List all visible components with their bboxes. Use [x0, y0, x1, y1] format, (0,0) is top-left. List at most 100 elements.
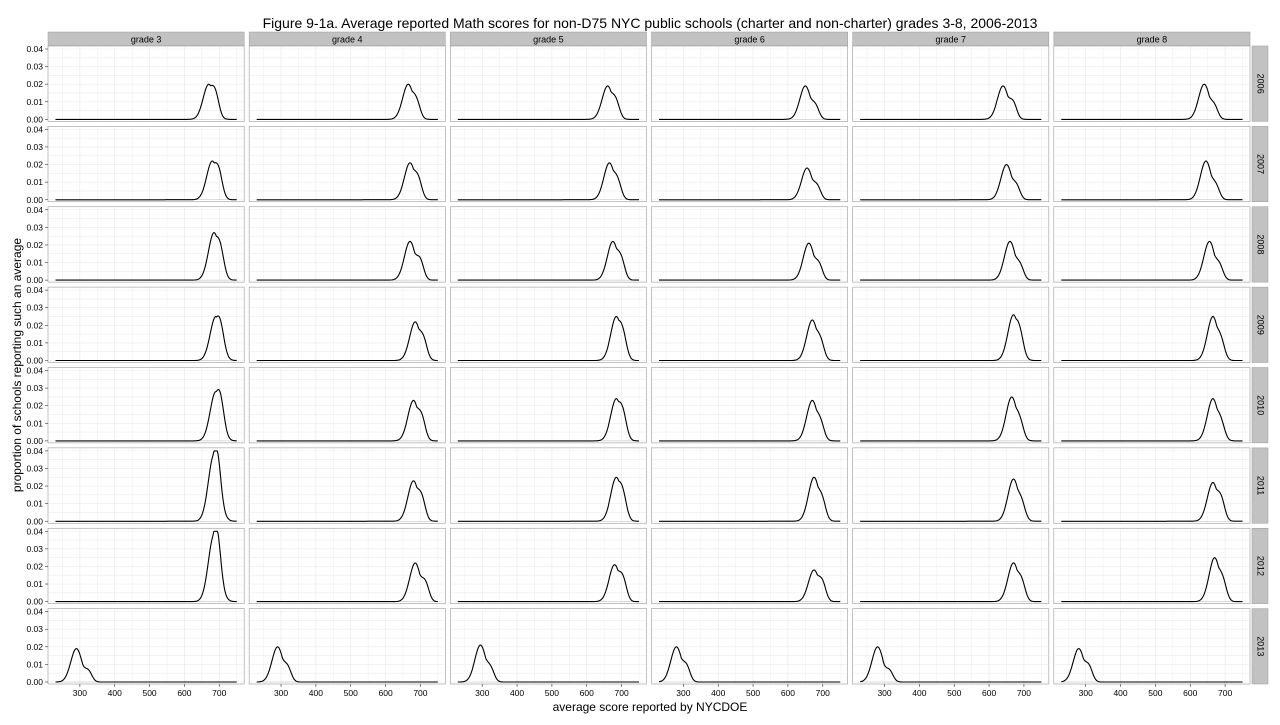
- density-curve: [256, 646, 438, 683]
- density-curve: [55, 160, 237, 201]
- facet-panel: [1053, 447, 1251, 524]
- facet-panel: [47, 286, 245, 363]
- facet-panel: [852, 286, 1050, 363]
- x-tick-label: 300: [73, 688, 87, 698]
- density-curve: [457, 240, 639, 281]
- facet-panel: [1053, 367, 1251, 444]
- y-tick-label: 0.01: [26, 659, 43, 669]
- facet-strip-row-label: 2012: [1256, 556, 1266, 576]
- y-tick-label: 0.03: [26, 62, 43, 72]
- facet-panel: [248, 447, 446, 524]
- y-tick-label: 0.02: [26, 320, 43, 330]
- x-tick-label: 300: [475, 688, 489, 698]
- x-tick-label: 500: [142, 688, 156, 698]
- density-curve: [1061, 240, 1243, 281]
- x-tick-label: 700: [614, 688, 628, 698]
- x-tick-label: 700: [816, 688, 830, 698]
- facet-panel: [450, 126, 647, 203]
- density-curve: [457, 476, 639, 522]
- x-tick-label: 500: [545, 688, 559, 698]
- y-tick-label: 0.01: [26, 499, 43, 509]
- facet-panel: [651, 367, 848, 444]
- y-tick-label: 0.04: [26, 205, 43, 215]
- y-tick-label: 0.04: [26, 124, 43, 134]
- x-tick-label: 300: [676, 688, 690, 698]
- facet-strip-column-label: grade 8: [1137, 35, 1168, 45]
- y-tick-label: 0.02: [26, 160, 43, 170]
- y-tick-label: 0.04: [26, 366, 43, 376]
- facet-strip-column-label: grade 3: [131, 35, 162, 45]
- facet-panel: [651, 206, 848, 283]
- facet-panel: [47, 126, 245, 203]
- y-tick-label: 0.01: [26, 177, 43, 187]
- y-tick-label: 0.02: [26, 79, 43, 89]
- chart-title: Figure 9-1a. Average reported Math score…: [263, 15, 1038, 31]
- y-tick-label: 0.02: [26, 240, 43, 250]
- density-curve: [55, 450, 237, 522]
- facet-panel: [248, 608, 446, 685]
- x-tick-label: 600: [378, 688, 392, 698]
- facet-strip-row: [1251, 528, 1269, 604]
- density-curve: [55, 232, 237, 281]
- facet-panel: [852, 126, 1050, 203]
- y-tick-label: 0.00: [26, 516, 43, 526]
- facet-panel: [248, 367, 446, 444]
- x-tick-label: 600: [177, 688, 191, 698]
- y-tick-label: 0.00: [26, 677, 43, 687]
- density-curve: [256, 562, 438, 603]
- facet-panel: [47, 45, 245, 122]
- facet-panel: [1053, 126, 1251, 203]
- facet-panel: [47, 608, 245, 685]
- facet-panel: [47, 206, 245, 283]
- y-tick-label: 0.02: [26, 642, 43, 652]
- facet-panel: [248, 126, 446, 203]
- x-tick-label: 700: [212, 688, 226, 698]
- facet-panel: [651, 126, 848, 203]
- y-tick-label: 0.04: [26, 44, 43, 54]
- facet-panel: [852, 527, 1050, 604]
- facet-strip-row-label: 2011: [1256, 476, 1266, 495]
- facet-panel: [852, 447, 1050, 524]
- y-tick-label: 0.01: [26, 579, 43, 589]
- x-tick-label: 300: [1079, 688, 1093, 698]
- x-tick-label: 700: [1218, 688, 1232, 698]
- density-curve: [1061, 316, 1243, 362]
- y-tick-label: 0.03: [26, 383, 43, 393]
- y-tick-label: 0.02: [26, 481, 43, 491]
- y-tick-label: 0.01: [26, 338, 43, 348]
- density-curve: [658, 646, 841, 683]
- facet-panel: [852, 608, 1050, 685]
- facet-strip-row-label: 2013: [1256, 636, 1266, 656]
- x-tick-label: 500: [746, 688, 760, 698]
- y-tick-label: 0.04: [26, 526, 43, 536]
- x-tick-label: 500: [344, 688, 358, 698]
- density-curve: [55, 388, 237, 442]
- facet-panel: [852, 367, 1050, 444]
- density-curve: [55, 83, 237, 120]
- y-tick-label: 0.01: [26, 258, 43, 268]
- x-tick-label: 300: [274, 688, 288, 698]
- facet-panel: [248, 286, 446, 363]
- facet-panel: [852, 206, 1050, 283]
- facet-panel: [651, 608, 848, 685]
- density-curve: [256, 162, 438, 201]
- density-curve: [55, 315, 237, 362]
- y-tick-label: 0.00: [26, 597, 43, 607]
- density-curve: [1061, 648, 1243, 683]
- x-axis-label: average score reported by NYCDOE: [553, 700, 748, 714]
- y-tick-label: 0.03: [26, 303, 43, 313]
- x-tick-label: 600: [580, 688, 594, 698]
- density-curve: [860, 240, 1042, 281]
- facet-strip-row: [1251, 126, 1269, 202]
- facet-panel: [450, 608, 647, 685]
- density-curve: [659, 242, 841, 281]
- x-tick-label: 400: [309, 688, 323, 698]
- x-tick-label: 400: [912, 688, 926, 698]
- x-tick-label: 300: [877, 688, 891, 698]
- facet-panel: [651, 286, 848, 363]
- facet-strip-column-label: grade 4: [332, 35, 363, 45]
- density-curve: [860, 478, 1042, 522]
- facet-panel: [1053, 608, 1251, 685]
- facet-strip-column-label: grade 6: [734, 35, 765, 45]
- y-tick-label: 0.03: [26, 142, 43, 152]
